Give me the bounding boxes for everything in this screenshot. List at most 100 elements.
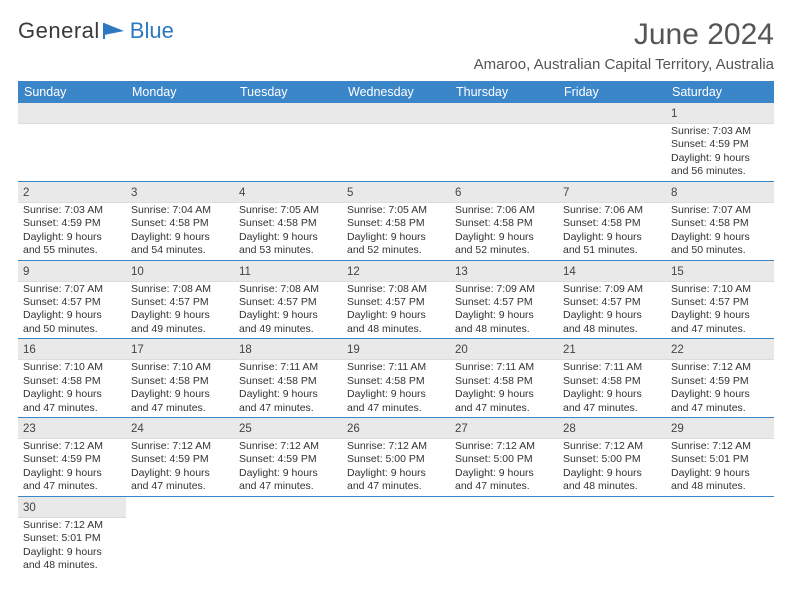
empty-cell bbox=[126, 103, 234, 181]
day-cell: 4Sunrise: 7:05 AMSunset: 4:58 PMDaylight… bbox=[234, 181, 342, 260]
day-number-row: 8 bbox=[666, 182, 774, 203]
empty-cell bbox=[126, 496, 234, 574]
day-cell: 17 Sunrise: 7:10 AMSunset: 4:58 PMDayligh… bbox=[126, 339, 234, 418]
day-number-row: 27 bbox=[450, 418, 558, 439]
day-cell: 9 Sunrise: 7:07 AMSunset: 4:57 PMDaylight… bbox=[18, 260, 126, 339]
day-number-row: 12 bbox=[342, 261, 450, 282]
day-cell: 15Sunrise: 7:10 AMSunset: 4:57 PMDayligh… bbox=[666, 260, 774, 339]
day-header: Friday bbox=[558, 81, 666, 103]
day-number: 25 bbox=[239, 423, 252, 435]
day-data: Sunrise: 7:12 AMSunset: 5:00 PMDaylight:… bbox=[342, 439, 450, 496]
day-number: 22 bbox=[671, 344, 684, 356]
day-number-row: 5 bbox=[342, 182, 450, 203]
day-data: Sunrise: 7:07 AMSunset: 4:58 PMDaylight:… bbox=[666, 203, 774, 260]
day-data: Sunrise: 7:08 AMSunset: 4:57 PMDaylight:… bbox=[234, 282, 342, 339]
day-data: Sunrise: 7:09 AMSunset: 4:57 PMDaylight:… bbox=[558, 282, 666, 339]
day-number-row: 7 bbox=[558, 182, 666, 203]
day-data: Sunrise: 7:10 AMSunset: 4:58 PMDaylight:… bbox=[126, 360, 234, 417]
day-number-row: 14 bbox=[558, 261, 666, 282]
day-cell: 18Sunrise: 7:11 AMSunset: 4:58 PMDayligh… bbox=[234, 339, 342, 418]
day-cell: 24 Sunrise: 7:12 AMSunset: 4:59 PMDayligh… bbox=[126, 418, 234, 497]
day-number: 1 bbox=[671, 108, 677, 120]
day-data: Sunrise: 7:10 AMSunset: 4:58 PMDaylight:… bbox=[18, 360, 126, 417]
empty-cell bbox=[450, 103, 558, 181]
day-number: 24 bbox=[131, 423, 144, 435]
day-data: Sunrise: 7:11 AMSunset: 4:58 PMDaylight:… bbox=[234, 360, 342, 417]
day-data: Sunrise: 7:07 AMSunset: 4:57 PMDaylight:… bbox=[18, 282, 126, 339]
day-data: Sunrise: 7:05 AMSunset: 4:58 PMDaylight:… bbox=[234, 203, 342, 260]
week-row: 1Sunrise: 7:03 AMSunset: 4:59 PMDaylight… bbox=[18, 103, 774, 181]
day-header: Wednesday bbox=[342, 81, 450, 103]
day-number-row: 6 bbox=[450, 182, 558, 203]
day-number: 26 bbox=[347, 423, 360, 435]
day-number-row: 10 bbox=[126, 261, 234, 282]
day-number: 2 bbox=[23, 187, 29, 199]
day-number: 19 bbox=[347, 344, 360, 356]
day-number-row: 24 bbox=[126, 418, 234, 439]
day-data: Sunrise: 7:08 AMSunset: 4:57 PMDaylight:… bbox=[342, 282, 450, 339]
day-cell: 16 Sunrise: 7:10 AMSunset: 4:58 PMDayligh… bbox=[18, 339, 126, 418]
day-data: Sunrise: 7:11 AMSunset: 4:58 PMDaylight:… bbox=[450, 360, 558, 417]
day-number: 6 bbox=[455, 187, 461, 199]
calendar-table: SundayMondayTuesdayWednesdayThursdayFrid… bbox=[18, 81, 774, 575]
day-data: Sunrise: 7:12 AMSunset: 5:00 PMDaylight:… bbox=[558, 439, 666, 496]
day-cell: 23 Sunrise: 7:12 AMSunset: 4:59 PMDayligh… bbox=[18, 418, 126, 497]
day-data: Sunrise: 7:04 AMSunset: 4:58 PMDaylight:… bbox=[126, 203, 234, 260]
day-header: Monday bbox=[126, 81, 234, 103]
empty-cell bbox=[342, 496, 450, 574]
day-number-row: 23 bbox=[18, 418, 126, 439]
day-cell: 19 Sunrise: 7:11 AMSunset: 4:58 PMDayligh… bbox=[342, 339, 450, 418]
day-number: 17 bbox=[131, 344, 144, 356]
week-row: 2 Sunrise: 7:03 AMSunset: 4:59 PMDaylight… bbox=[18, 181, 774, 260]
day-number-row: 18 bbox=[234, 339, 342, 360]
day-cell: 20Sunrise: 7:11 AMSunset: 4:58 PMDayligh… bbox=[450, 339, 558, 418]
day-number: 23 bbox=[23, 423, 36, 435]
day-data: Sunrise: 7:11 AMSunset: 4:58 PMDaylight:… bbox=[342, 360, 450, 417]
day-number: 12 bbox=[347, 266, 360, 278]
day-number-row: 20 bbox=[450, 339, 558, 360]
day-number-row: 9 bbox=[18, 261, 126, 282]
day-cell: 11Sunrise: 7:08 AMSunset: 4:57 PMDayligh… bbox=[234, 260, 342, 339]
day-data: Sunrise: 7:12 AMSunset: 4:59 PMDaylight:… bbox=[126, 439, 234, 496]
day-data: Sunrise: 7:12 AMSunset: 4:59 PMDaylight:… bbox=[234, 439, 342, 496]
day-number: 10 bbox=[131, 266, 144, 278]
day-number: 15 bbox=[671, 266, 684, 278]
day-data: Sunrise: 7:03 AMSunset: 4:59 PMDaylight:… bbox=[18, 203, 126, 260]
day-data: Sunrise: 7:06 AMSunset: 4:58 PMDaylight:… bbox=[450, 203, 558, 260]
day-cell: 22 Sunrise: 7:12 AMSunset: 4:59 PMDayligh… bbox=[666, 339, 774, 418]
empty-cell bbox=[666, 496, 774, 574]
day-header: Sunday bbox=[18, 81, 126, 103]
day-data: Sunrise: 7:12 AMSunset: 5:01 PMDaylight:… bbox=[666, 439, 774, 496]
day-cell: 6 Sunrise: 7:06 AMSunset: 4:58 PMDaylight… bbox=[450, 181, 558, 260]
day-number-row: 21 bbox=[558, 339, 666, 360]
title-block: June 2024 Amaroo, Australian Capital Ter… bbox=[474, 18, 774, 79]
day-number: 8 bbox=[671, 187, 677, 199]
day-cell: 8 Sunrise: 7:07 AMSunset: 4:58 PMDaylight… bbox=[666, 181, 774, 260]
day-number-row: 3 bbox=[126, 182, 234, 203]
day-cell: 21 Sunrise: 7:11 AMSunset: 4:58 PMDayligh… bbox=[558, 339, 666, 418]
day-cell: 7Sunrise: 7:06 AMSunset: 4:58 PMDaylight… bbox=[558, 181, 666, 260]
day-header: Tuesday bbox=[234, 81, 342, 103]
empty-cell bbox=[234, 496, 342, 574]
day-data: Sunrise: 7:12 AMSunset: 5:01 PMDaylight:… bbox=[18, 518, 126, 575]
day-cell: 26 Sunrise: 7:12 AMSunset: 5:00 PMDayligh… bbox=[342, 418, 450, 497]
day-number-row: 1 bbox=[666, 103, 774, 124]
day-cell: 13Sunrise: 7:09 AMSunset: 4:57 PMDayligh… bbox=[450, 260, 558, 339]
day-cell: 1Sunrise: 7:03 AMSunset: 4:59 PMDaylight… bbox=[666, 103, 774, 181]
day-number: 9 bbox=[23, 266, 29, 278]
day-data: Sunrise: 7:12 AMSunset: 5:00 PMDaylight:… bbox=[450, 439, 558, 496]
day-data: Sunrise: 7:12 AMSunset: 4:59 PMDaylight:… bbox=[18, 439, 126, 496]
day-number: 21 bbox=[563, 344, 576, 356]
empty-cell bbox=[18, 103, 126, 181]
empty-cell bbox=[558, 496, 666, 574]
day-header: Thursday bbox=[450, 81, 558, 103]
day-data: Sunrise: 7:12 AMSunset: 4:59 PMDaylight:… bbox=[666, 360, 774, 417]
day-cell: 30Sunrise: 7:12 AMSunset: 5:01 PMDayligh… bbox=[18, 496, 126, 574]
day-number: 16 bbox=[23, 344, 36, 356]
day-cell: 3Sunrise: 7:04 AMSunset: 4:58 PMDaylight… bbox=[126, 181, 234, 260]
day-data: Sunrise: 7:11 AMSunset: 4:58 PMDaylight:… bbox=[558, 360, 666, 417]
day-number: 13 bbox=[455, 266, 468, 278]
empty-cell bbox=[342, 103, 450, 181]
day-number: 28 bbox=[563, 423, 576, 435]
week-row: 16 Sunrise: 7:10 AMSunset: 4:58 PMDayligh… bbox=[18, 339, 774, 418]
